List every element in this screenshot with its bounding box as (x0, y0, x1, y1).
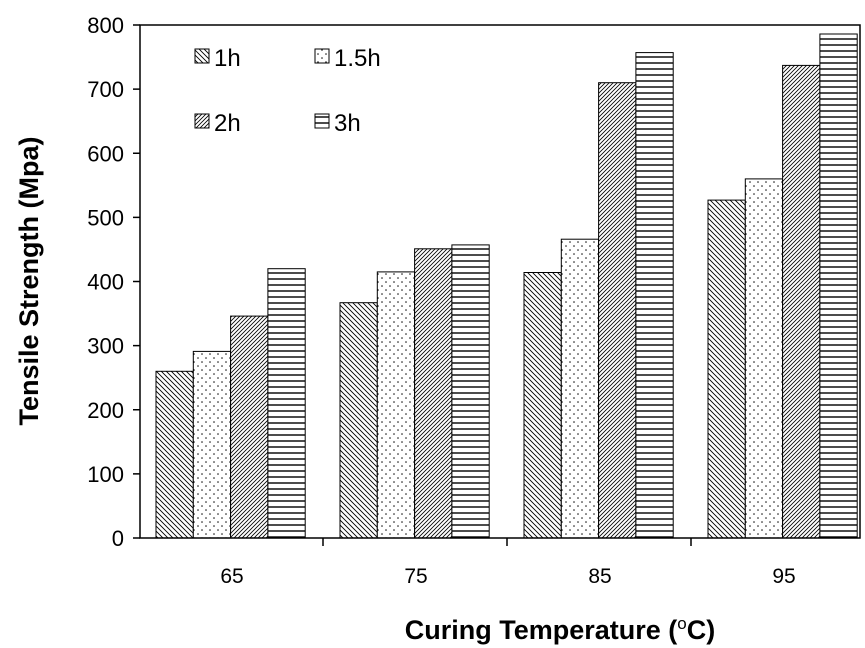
x-axis-title-superscript: o (677, 614, 686, 633)
x-tick-label: 65 (220, 565, 243, 588)
y-tick-label: 100 (87, 462, 124, 487)
x-tick-label: 95 (772, 565, 795, 588)
y-tick-label: 600 (87, 141, 124, 166)
bar-2h-75 (414, 248, 453, 539)
bar-1_5h-95 (744, 178, 784, 539)
bar-1_5h-75 (376, 271, 416, 539)
bar-3h-65 (267, 268, 306, 539)
legend: 1h 1.5h 2h 3h (194, 45, 381, 137)
plot-area-frame (139, 24, 861, 539)
x-axis-title: Curing Temperature (oC) (405, 614, 716, 645)
bar-1_5h-65 (192, 350, 232, 539)
y-tick-label: 400 (87, 270, 124, 295)
legend-swatch-2h (194, 113, 210, 129)
x-axis-ticks: 65 75 85 95 (220, 538, 796, 588)
y-tick-label: 200 (87, 398, 124, 423)
bar-3h-75 (451, 244, 490, 539)
legend-swatch-3h (314, 113, 330, 129)
legend-label-2h: 2h (214, 110, 241, 137)
x-tick-label: 85 (588, 565, 611, 588)
bar-1h-85 (523, 272, 562, 539)
y-tick-label: 500 (87, 205, 124, 230)
bar-1_5h-85 (560, 238, 600, 539)
y-tick-label: 0 (112, 526, 124, 551)
y-tick-label: 700 (87, 77, 124, 102)
bar-1h-75 (339, 302, 378, 539)
bar-3h-85 (635, 52, 674, 539)
bar-2h-65 (230, 315, 269, 539)
y-tick-label: 800 (87, 13, 124, 38)
bar-1h-65 (155, 370, 194, 539)
bar-2h-95 (782, 64, 821, 539)
bar-1h-95 (707, 199, 746, 539)
legend-label-3h: 3h (334, 110, 361, 137)
legend-swatch-1_5h (314, 48, 330, 64)
x-axis-title-unit: C) (687, 615, 716, 645)
bar-2h-85 (598, 82, 637, 539)
y-axis-title: Tensile Strength (Mpa) (14, 136, 44, 425)
x-axis-title-main: Curing Temperature ( (405, 615, 678, 645)
legend-label-1h: 1h (214, 45, 241, 72)
x-tick-label: 75 (404, 565, 427, 588)
bar-3h-95 (819, 33, 858, 539)
y-axis-ticks: 0 100 200 300 400 500 600 700 800 (87, 13, 140, 551)
y-tick-label: 300 (87, 334, 124, 359)
legend-label-1_5h: 1.5h (334, 45, 381, 72)
legend-swatch-1h (194, 48, 210, 64)
bars-layer (155, 33, 858, 539)
